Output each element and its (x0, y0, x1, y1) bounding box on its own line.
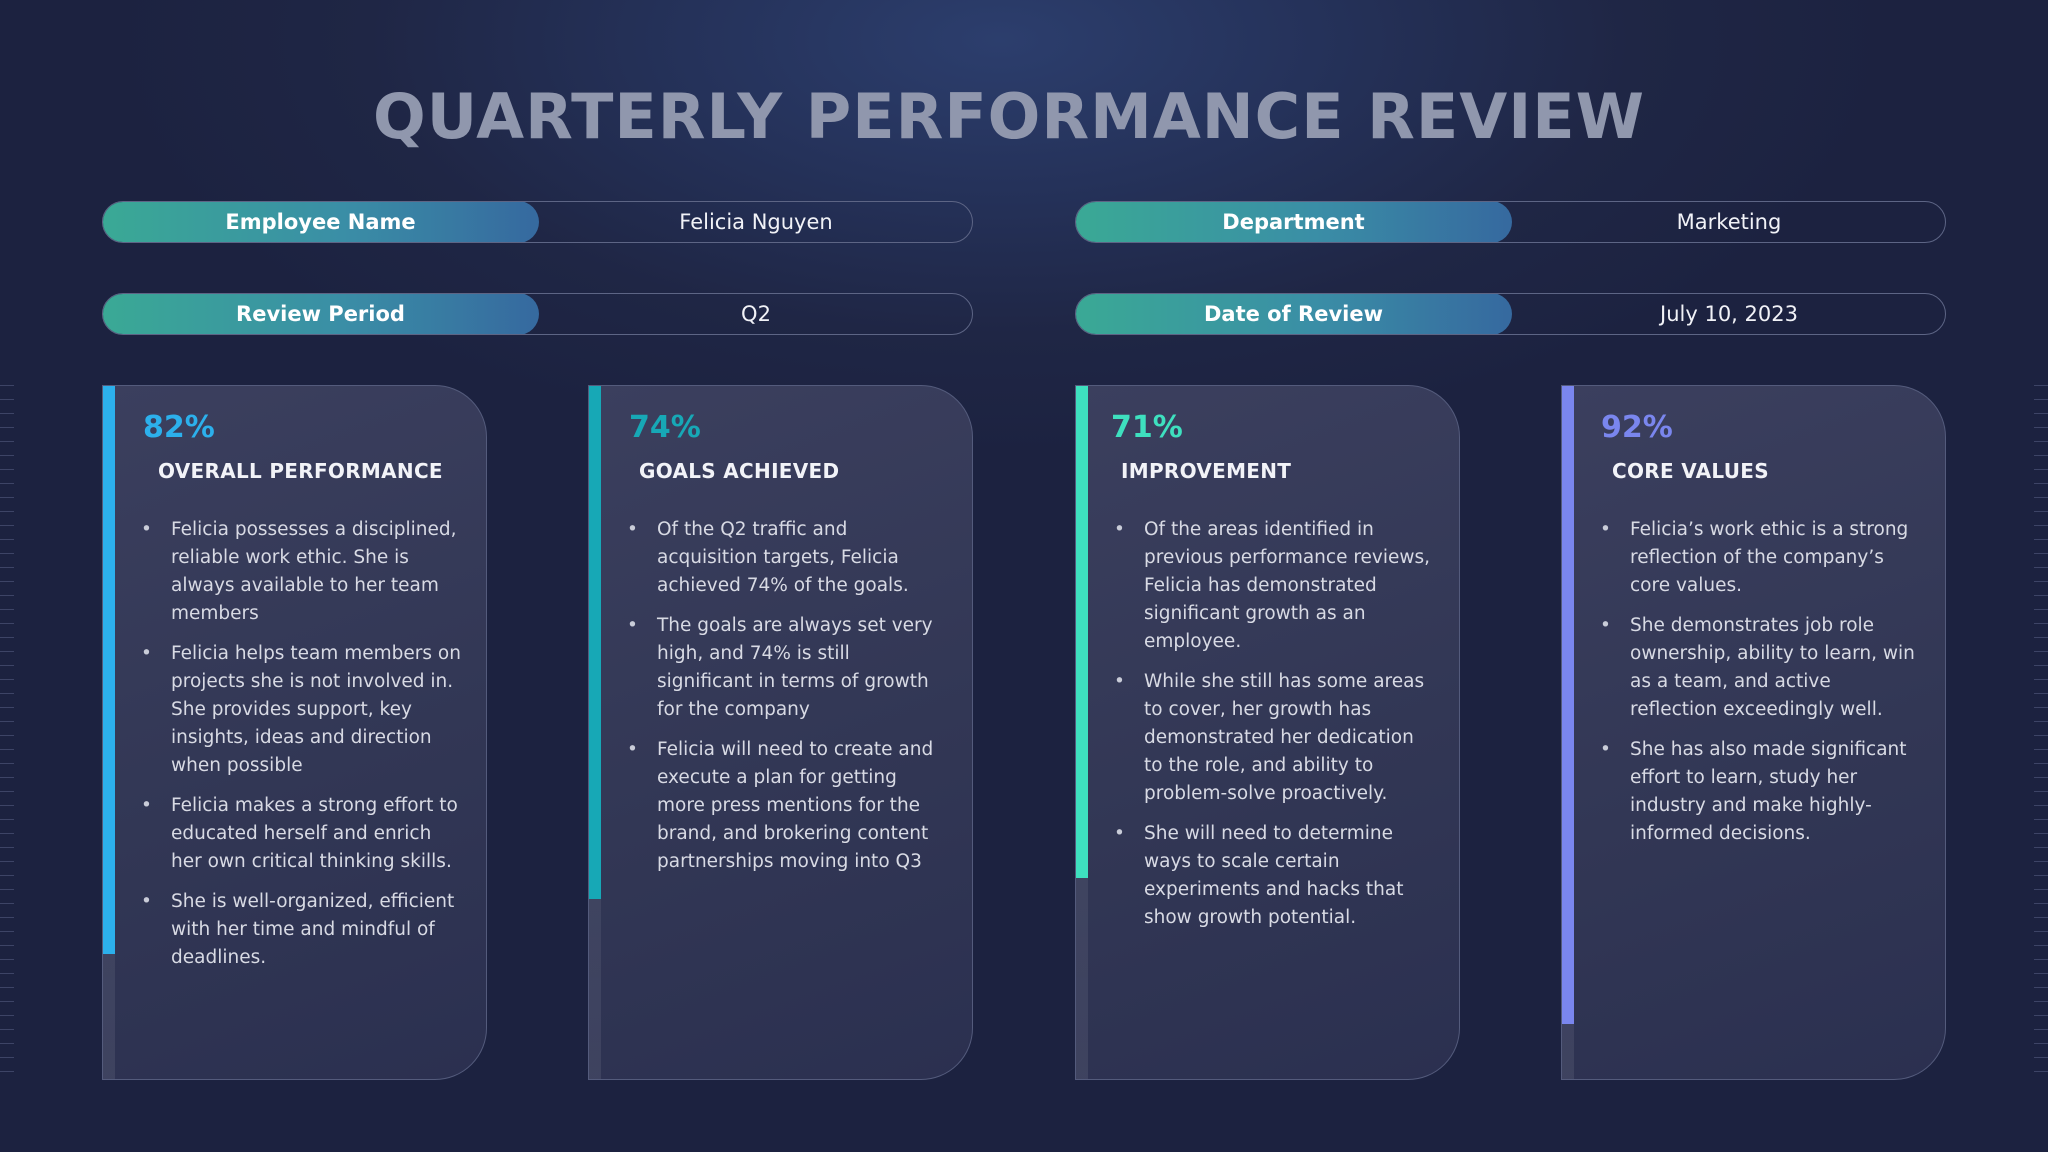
card-percent: 82% (143, 410, 215, 445)
progress-bar (589, 386, 601, 899)
list-item: She has also made significant effort to … (1600, 736, 1921, 848)
card-heading: OVERALL PERFORMANCE (158, 459, 443, 483)
card-bullet-list: Felicia possesses a disciplined, reliabl… (141, 516, 462, 984)
card-heading: IMPROVEMENT (1121, 459, 1292, 483)
improvement-card: 71% IMPROVEMENT Of the areas identified … (1075, 385, 1460, 1080)
overall-performance-card: 82% OVERALL PERFORMANCE Felicia possesse… (102, 385, 487, 1080)
list-item: Felicia will need to create and execute … (627, 736, 948, 876)
field-value[interactable]: July 10, 2023 (1660, 302, 1798, 326)
card-heading: CORE VALUES (1612, 459, 1769, 483)
list-item: The goals are always set very high, and … (627, 612, 948, 724)
goals-achieved-card: 74% GOALS ACHIEVED Of the Q2 traffic and… (588, 385, 973, 1080)
review-period-field: Review Period Q2 (102, 293, 973, 335)
field-label: Employee Name (103, 202, 539, 242)
card-bullet-list: Felicia’s work ethic is a strong reflect… (1600, 516, 1921, 860)
progress-bar (103, 386, 115, 955)
field-value[interactable]: Felicia Nguyen (679, 210, 833, 234)
card-bullet-list: Of the Q2 traffic and acquisition target… (627, 516, 948, 888)
card-percent: 71% (1111, 410, 1183, 445)
list-item: She is well-organized, efficient with he… (141, 888, 462, 972)
list-item: She demonstrates job role ownership, abi… (1600, 612, 1921, 724)
field-label: Review Period (103, 294, 539, 334)
card-bullet-list: Of the areas identified in previous perf… (1114, 516, 1435, 944)
card-heading: GOALS ACHIEVED (639, 459, 840, 483)
list-item: Felicia makes a strong effort to educate… (141, 792, 462, 876)
list-item: Felicia helps team members on projects s… (141, 640, 462, 780)
employee-name-field: Employee Name Felicia Nguyen (102, 201, 973, 243)
date-of-review-field: Date of Review July 10, 2023 (1075, 293, 1946, 335)
card-percent: 92% (1601, 410, 1673, 445)
list-item: Felicia possesses a disciplined, reliabl… (141, 516, 462, 628)
right-edge-ruler (2034, 385, 2048, 1085)
list-item: Of the Q2 traffic and acquisition target… (627, 516, 948, 600)
progress-bar (1076, 386, 1088, 879)
left-edge-ruler (0, 385, 14, 1085)
page-title: QUARTERLY PERFORMANCE REVIEW (372, 80, 1646, 153)
field-label: Department (1076, 202, 1512, 242)
core-values-card: 92% CORE VALUES Felicia’s work ethic is … (1561, 385, 1946, 1080)
progress-bar (1562, 386, 1574, 1024)
field-label: Date of Review (1076, 294, 1512, 334)
list-item: While she still has some areas to cover,… (1114, 668, 1435, 808)
card-percent: 74% (629, 410, 701, 445)
list-item: Of the areas identified in previous perf… (1114, 516, 1435, 656)
list-item: She will need to determine ways to scale… (1114, 820, 1435, 932)
list-item: Felicia’s work ethic is a strong reflect… (1600, 516, 1921, 600)
field-value[interactable]: Q2 (741, 302, 771, 326)
field-value[interactable]: Marketing (1676, 210, 1782, 234)
department-field: Department Marketing (1075, 201, 1946, 243)
